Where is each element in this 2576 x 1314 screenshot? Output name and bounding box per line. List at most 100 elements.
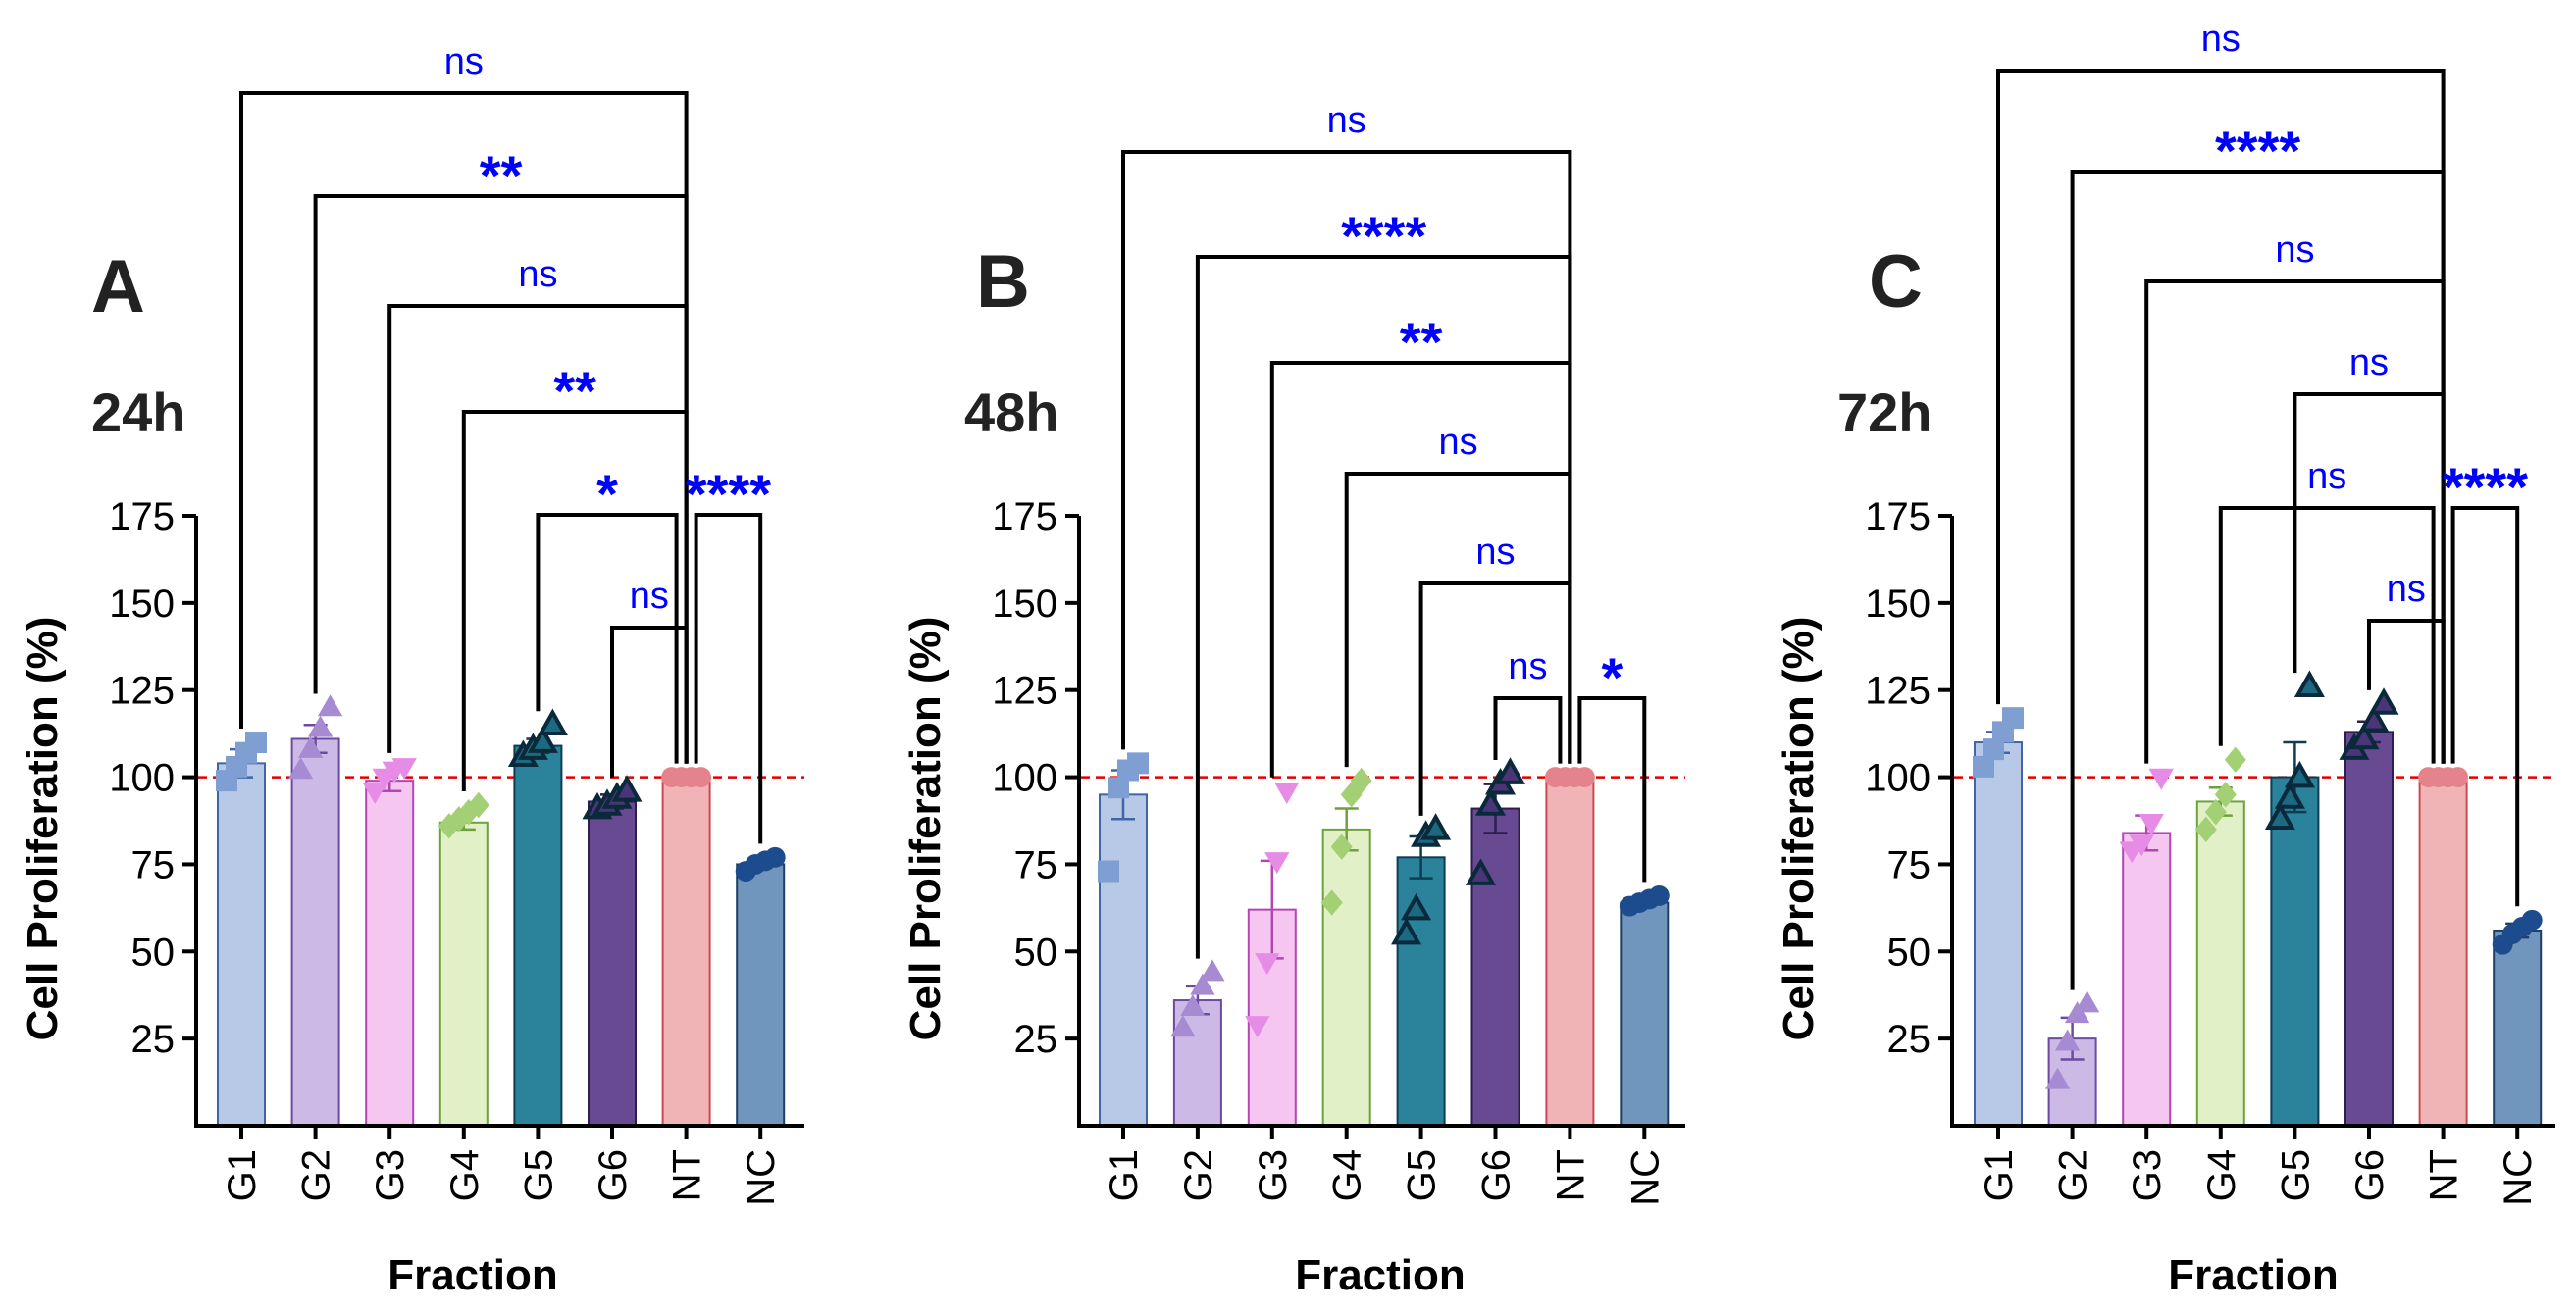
panel-a-point-nt-4: [691, 767, 712, 788]
panel-a-bar-g2: [290, 737, 340, 1128]
panel-b-letter: B: [976, 240, 1030, 324]
panel-c-x-tick-label-g3: G3: [2126, 1149, 2169, 1201]
panel-b-point-g6-4: [1494, 757, 1526, 784]
panel-b-point-g2-3: [1190, 973, 1215, 995]
panel-a: A 24h Cell Proliferation (%) Fraction 25…: [19, 41, 804, 1299]
panel-b-point-g4-4: [1350, 767, 1372, 794]
panel-a-y-tick-label-125: 125: [109, 670, 175, 713]
panel-a-title: 24h: [91, 381, 186, 443]
panel-a-bar-g5: [513, 744, 563, 1128]
panel-c-title: 72h: [1837, 381, 1932, 443]
panel-c-bracket-g4-nt: [2218, 506, 2436, 764]
panel-b-y-tick-label-125: 125: [992, 670, 1057, 713]
panel-b-significance-g2-nt: ****: [1341, 205, 1426, 267]
panel-a-point-g1-4: [245, 732, 267, 754]
panel-b-point-g4-2: [1330, 834, 1353, 860]
panel-b-y-tick-label-175: 175: [992, 495, 1057, 538]
panel-b-point-g5-4: [1420, 813, 1452, 840]
panel-a-y-tick-label-175: 175: [109, 495, 175, 538]
panel-c-point-g2-2: [2054, 1029, 2081, 1051]
panel-b-significance-g4-nt: ns: [1438, 422, 1477, 463]
panel-a-bracket-g4-nt: [461, 410, 689, 792]
panel-a-significance-g2-nt: **: [480, 144, 523, 206]
panel-c-point-g1-2: [1983, 738, 2004, 761]
panel-b-point-g6-2: [1474, 788, 1507, 816]
panel-c-bar-g4: [2195, 800, 2245, 1127]
panel-a-bracket-g6-nt: [610, 626, 689, 778]
panel-b-point-g1-2: [1108, 777, 1129, 799]
panel-c-y-axis-title: Cell Proliferation (%): [1775, 617, 1823, 1041]
panel-c-significance-g3-nt: ns: [2275, 229, 2314, 271]
panel-a-bar-nc: [736, 863, 786, 1128]
panel-b-y-tick-label-100: 100: [992, 757, 1057, 800]
panel-c-x-tick-label-nc: NC: [2497, 1149, 2540, 1206]
panel-a-point-g2-1: [287, 757, 314, 780]
panel-a-point-g2-2: [297, 735, 324, 758]
panel-a-x-tick-label-g2: G2: [295, 1149, 338, 1201]
panel-c-bracket-g6-nt: [2367, 619, 2446, 764]
panel-b-point-g4-1: [1320, 889, 1343, 916]
panel-b-y-tick-label-150: 150: [992, 582, 1057, 626]
panel-b-x-tick-label-g2: G2: [1177, 1149, 1220, 1201]
panel-a-x-tick-label-g4: G4: [443, 1149, 487, 1201]
panel-a-significance-g6-nt: ns: [630, 576, 669, 617]
panel-c-x-tick-label-g5: G5: [2274, 1149, 2317, 1201]
panel-c-point-g1-1: [1973, 755, 1994, 778]
panel-a-point-g4-4: [467, 791, 489, 819]
panel-a-y-tick-label-100: 100: [109, 757, 175, 800]
panel-b-bar-g4: [1321, 828, 1371, 1128]
panel-a-point-g2-4: [317, 694, 343, 717]
panel-a-letter: A: [91, 245, 145, 328]
panel-c-y-tick-label-25: 25: [1887, 1018, 1932, 1061]
panel-a-y-tick-label-150: 150: [109, 582, 175, 626]
panel-b-point-g6-1: [1465, 858, 1497, 885]
panel-a-y-tick-label-50: 50: [131, 931, 176, 974]
panel-b-point-g1-4: [1127, 752, 1149, 775]
panel-b-x-tick-label-nt: NT: [1549, 1149, 1592, 1201]
panel-a-x-tick-label-g5: G5: [517, 1149, 560, 1201]
panel-c: C 72h Cell Proliferation (%) Fraction 25…: [1775, 19, 2555, 1299]
panel-a-bracket-g5-nt: [536, 513, 679, 764]
panel-c-significance-g1-nt: ns: [2201, 19, 2241, 60]
panel-a-x-tick-label-nt: NT: [666, 1149, 709, 1201]
panel-a-point-nc-4: [764, 846, 786, 868]
panel-b-significance-g3-nt: **: [1400, 311, 1443, 373]
panel-a-x-axis-title: Fraction: [387, 1251, 558, 1299]
panel-b-bar-g5: [1396, 856, 1446, 1127]
panel-a-x-tick-label-g1: G1: [221, 1149, 264, 1201]
panel-b-point-g3-4: [1274, 782, 1300, 804]
panel-c-point-g4-4: [2224, 746, 2246, 773]
panel-a-y-axis-title: Cell Proliferation (%): [19, 617, 67, 1041]
panel-b: B 48h Cell Proliferation (%) Fraction 25…: [902, 100, 1685, 1299]
panel-c-point-g4-1: [2194, 816, 2217, 843]
panel-a-point-g2-3: [307, 715, 334, 737]
panel-a-x-tick-label-nc: NC: [740, 1149, 783, 1206]
panel-b-significance-g6-nt: ns: [1508, 646, 1547, 687]
panel-c-point-g6-4: [2368, 687, 2399, 715]
panel-b-x-tick-label-g6: G6: [1475, 1149, 1519, 1201]
panel-a-bar-g4: [438, 821, 489, 1128]
panel-b-x-tick-label-g5: G5: [1401, 1149, 1444, 1201]
panel-a-bar-g1: [217, 762, 266, 1128]
panel-a-x-tick-label-g6: G6: [592, 1149, 635, 1201]
panel-c-point-nt-4: [2447, 767, 2469, 788]
panel-c-bracket-g5-nt: [2293, 392, 2446, 764]
panel-b-point-nc-4: [1648, 884, 1670, 906]
panel-c-y-tick-label-100: 100: [1865, 757, 1931, 800]
panel-a-significance-g5-nt: *: [596, 463, 618, 525]
panel-a-point-g6-4: [611, 775, 643, 802]
panel-c-point-g6-2: [2348, 722, 2380, 750]
panel-c-bar-nc: [2493, 929, 2543, 1128]
panel-c-point-g2-1: [2044, 1067, 2071, 1089]
panel-b-title: 48h: [964, 381, 1059, 443]
panel-c-y-tick-label-75: 75: [1887, 843, 1932, 886]
panel-a-significance-g1-nt: ns: [444, 41, 484, 82]
panel-c-point-g2-4: [2074, 990, 2100, 1013]
panel-a-bracket-nt-nc: [694, 513, 763, 844]
panel-c-point-g5-1: [2264, 802, 2295, 831]
panel-b-bracket-g6-nt: [1493, 696, 1563, 764]
panel-a-significance-g4-nt: **: [553, 360, 596, 422]
panel-c-point-g3-2: [2129, 834, 2154, 857]
panel-c-point-g4-2: [2204, 798, 2227, 826]
panel-a-significance-g3-nt: ns: [518, 254, 557, 295]
